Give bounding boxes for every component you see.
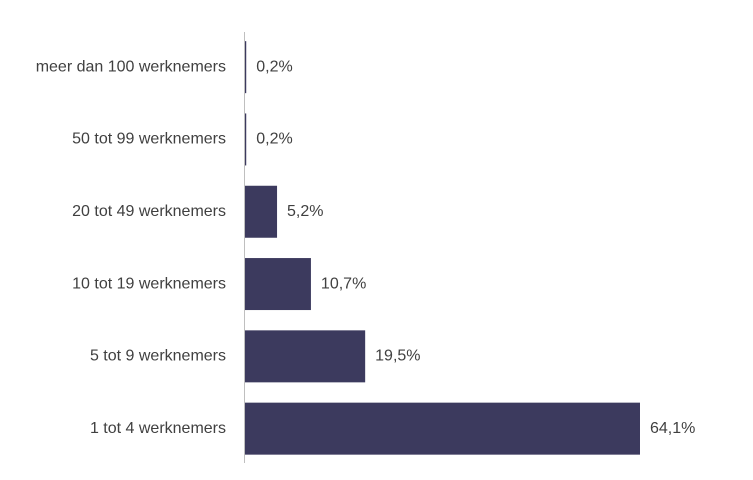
category-label: 5 tot 9 werknemers xyxy=(90,348,226,365)
bar xyxy=(245,330,366,383)
category-label: 10 tot 19 werknemers xyxy=(72,275,226,292)
value-label: 19,5% xyxy=(375,348,420,365)
value-label: 10,7% xyxy=(321,275,366,292)
value-label: 0,2% xyxy=(256,131,292,148)
bar xyxy=(245,41,247,94)
category-label: 1 tot 4 werknemers xyxy=(90,420,226,437)
bar xyxy=(245,258,311,311)
bar xyxy=(245,402,640,455)
category-label: meer dan 100 werknemers xyxy=(36,58,226,75)
value-label: 5,2% xyxy=(287,203,323,220)
bar xyxy=(245,113,247,166)
category-label: 50 tot 99 werknemers xyxy=(72,131,226,148)
category-label: 20 tot 49 werknemers xyxy=(72,203,226,220)
value-label: 0,2% xyxy=(256,58,292,75)
bar xyxy=(245,185,278,238)
value-label: 64,1% xyxy=(650,420,695,437)
